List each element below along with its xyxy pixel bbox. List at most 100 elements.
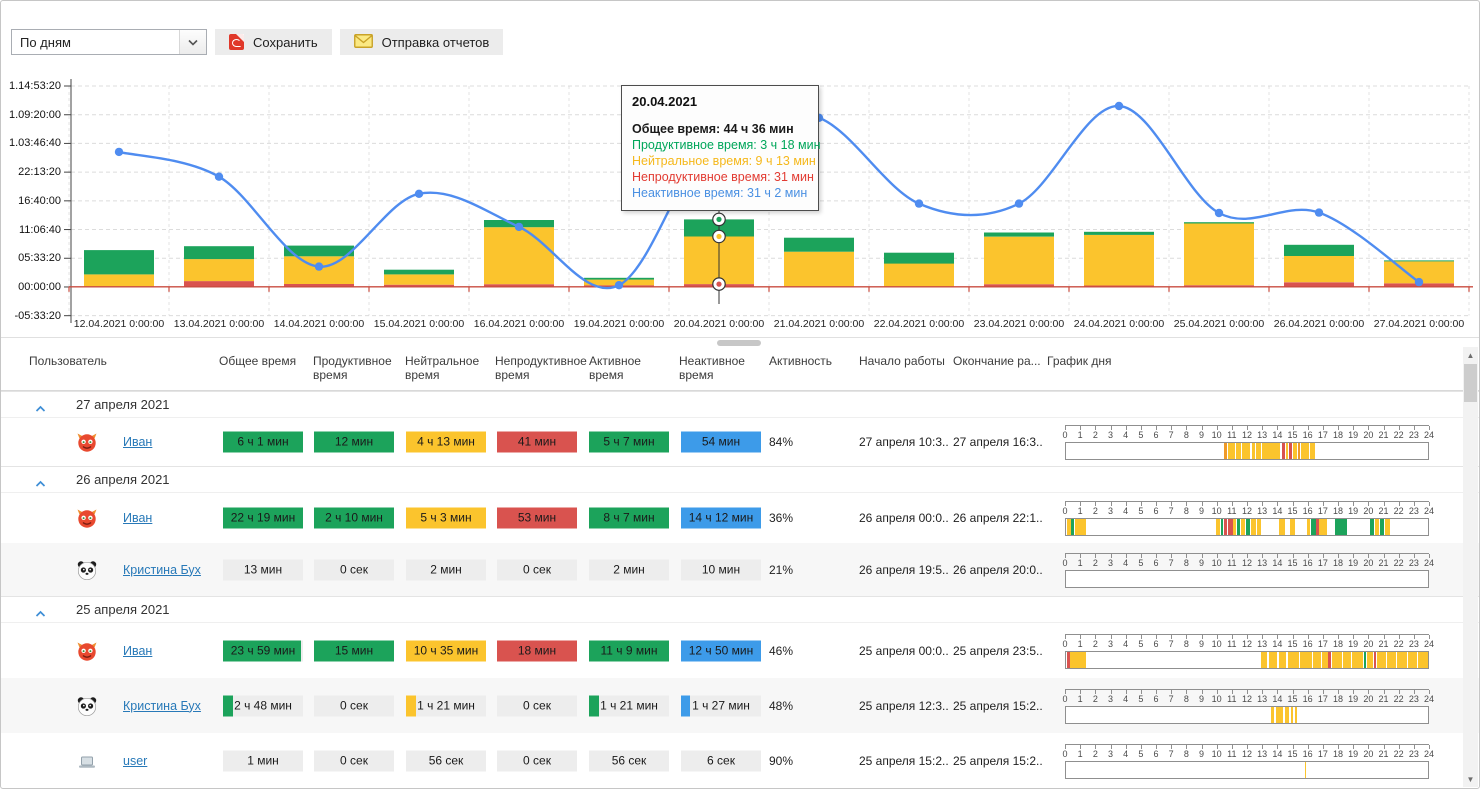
- ruler-tick: [1156, 553, 1157, 558]
- horizontal-scrollbar-thumb[interactable]: [717, 340, 761, 346]
- bar-segment[interactable]: [1284, 256, 1354, 283]
- bar-segment[interactable]: [1284, 282, 1354, 287]
- bar-segment[interactable]: [84, 250, 154, 275]
- scroll-down-arrow[interactable]: ▼: [1466, 774, 1475, 784]
- period-select[interactable]: По дням: [11, 29, 207, 55]
- start-cell: 26 апреля 00:0...: [859, 511, 949, 525]
- activity-segment: [1397, 651, 1407, 668]
- ruler-hour-label: 24: [1423, 557, 1435, 568]
- bar-segment[interactable]: [284, 245, 354, 257]
- activity-cell: 48%: [769, 698, 794, 713]
- user-link[interactable]: Кристина Бух: [123, 562, 201, 577]
- bar-segment[interactable]: [784, 251, 854, 287]
- user-link[interactable]: user: [123, 753, 148, 768]
- ruler-hour-label: 7: [1168, 506, 1174, 516]
- bar-segment[interactable]: [1184, 285, 1254, 287]
- send-reports-button[interactable]: Отправка отчетов: [339, 29, 504, 55]
- user-link[interactable]: Иван: [123, 435, 153, 449]
- save-button[interactable]: Сохранить: [215, 29, 332, 55]
- bar-segment[interactable]: [984, 236, 1054, 285]
- ruler-tick: [1140, 502, 1142, 506]
- column-header[interactable]: Активное время: [589, 354, 641, 382]
- ruler-tick: [1292, 502, 1294, 506]
- activity-segment: [1285, 706, 1289, 723]
- line-point[interactable]: [414, 189, 424, 198]
- time-badge: 0 сек: [314, 695, 394, 716]
- line-point[interactable]: [514, 222, 524, 232]
- table-row[interactable]: Иван 23 ч 59 мин 15 мин 10 ч 35 мин 18 мин 11…: [1, 623, 1479, 678]
- column-header[interactable]: Неактивное время: [679, 354, 745, 382]
- date-group-header[interactable]: 26 апреля 2021: [1, 466, 1479, 493]
- chevron-up-icon[interactable]: [35, 475, 46, 493]
- column-header[interactable]: Продуктивное время: [313, 354, 392, 382]
- ruler-hour-label: 21: [1378, 638, 1389, 649]
- line-point[interactable]: [1314, 208, 1324, 217]
- bar-segment[interactable]: [784, 237, 854, 252]
- column-header[interactable]: Нейтральное время: [405, 354, 480, 382]
- bar-segment[interactable]: [1384, 260, 1454, 262]
- user-link[interactable]: Иван: [123, 643, 153, 658]
- bar-segment[interactable]: [984, 232, 1054, 237]
- date-group-header[interactable]: 27 апреля 2021: [1, 391, 1479, 418]
- column-header[interactable]: Начало работы: [859, 354, 945, 368]
- bar-segment[interactable]: [1284, 244, 1354, 256]
- line-point[interactable]: [1114, 101, 1124, 111]
- line-point[interactable]: [114, 147, 124, 157]
- ruler-tick: [1171, 634, 1173, 639]
- bar-segment[interactable]: [384, 284, 454, 287]
- line-point[interactable]: [1214, 208, 1224, 218]
- user-link[interactable]: Кристина Бух: [123, 698, 201, 713]
- line-point[interactable]: [1414, 277, 1424, 287]
- bar-segment[interactable]: [1084, 231, 1154, 235]
- column-header[interactable]: Общее время: [219, 354, 297, 368]
- scroll-thumb[interactable]: [1464, 364, 1477, 402]
- user-link[interactable]: Иван: [123, 511, 153, 525]
- chevron-up-icon[interactable]: [35, 605, 46, 623]
- column-header[interactable]: Пользователь: [29, 354, 107, 368]
- bar-segment[interactable]: [1184, 223, 1254, 286]
- ruler-tick: [1125, 689, 1127, 694]
- column-header[interactable]: Непродуктивное время: [495, 354, 587, 382]
- chevron-down-icon[interactable]: [179, 30, 206, 54]
- line-point[interactable]: [214, 172, 224, 181]
- ruler-hour-label: 5: [1138, 638, 1144, 649]
- bar-segment[interactable]: [184, 246, 254, 260]
- bar-segment[interactable]: [884, 252, 954, 264]
- activity-segment: [1227, 443, 1235, 459]
- activity-segment: [1223, 519, 1228, 535]
- column-header[interactable]: Активность: [769, 354, 833, 368]
- bar-segment[interactable]: [984, 284, 1054, 287]
- table-row[interactable]: Кристина Бух 13 мин 0 сек 2 мин 0 сек 2 мин 10…: [1, 543, 1479, 596]
- table-row[interactable]: user 1 мин 0 сек 56 сек 0 сек 56 сек 6 сек 90% 2…: [1, 733, 1479, 788]
- bar-segment[interactable]: [184, 281, 254, 287]
- bar-segment[interactable]: [484, 284, 554, 287]
- vertical-scrollbar[interactable]: ▲ ▼: [1463, 347, 1478, 787]
- bar-segment[interactable]: [1184, 222, 1254, 224]
- bar-segment[interactable]: [284, 284, 354, 287]
- date-group-header[interactable]: 25 апреля 2021: [1, 596, 1479, 623]
- bar-segment[interactable]: [884, 263, 954, 287]
- chevron-up-icon[interactable]: [35, 400, 46, 418]
- ruler-hour-label: 14: [1272, 748, 1283, 759]
- time-badge: 8 ч 7 мин: [589, 507, 669, 529]
- ruler-tick: [1353, 502, 1355, 506]
- line-point[interactable]: [314, 262, 324, 271]
- line-point[interactable]: [1014, 199, 1024, 208]
- bar-segment[interactable]: [384, 269, 454, 275]
- line-point[interactable]: [614, 281, 624, 290]
- column-header[interactable]: График дня: [1047, 354, 1112, 368]
- column-header[interactable]: Окончание ра...: [953, 354, 1041, 368]
- scroll-up-arrow[interactable]: ▲: [1466, 350, 1475, 360]
- table-row[interactable]: Кристина Бух 2 ч 48 мин 0 сек 1 ч 21 мин 0 с…: [1, 678, 1479, 733]
- time-badge: 53 мин: [497, 507, 577, 529]
- bar-segment[interactable]: [384, 274, 454, 285]
- line-point[interactable]: [914, 199, 924, 208]
- bar-segment[interactable]: [184, 259, 254, 282]
- table-row[interactable]: Иван 6 ч 1 мин 12 мин 4 ч 13 мин 41 мин 5 ч 7…: [1, 418, 1479, 466]
- bar-segment[interactable]: [84, 274, 154, 287]
- bar-segment[interactable]: [1084, 234, 1154, 286]
- bar-segment[interactable]: [484, 227, 554, 285]
- table-row[interactable]: Иван 22 ч 19 мин 2 ч 10 мин 5 ч 3 мин 53 мин…: [1, 493, 1479, 543]
- bar-segment[interactable]: [584, 277, 654, 280]
- ruler-tick: [1353, 634, 1355, 639]
